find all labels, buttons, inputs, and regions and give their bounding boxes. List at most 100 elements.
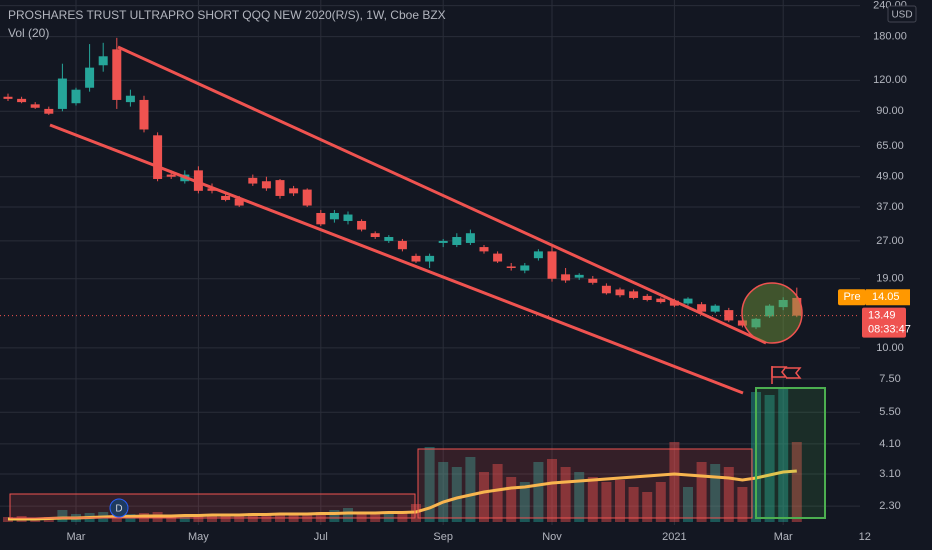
candle-body [547,251,557,279]
volume-bar [519,482,530,522]
y-tick-label: 37.00 [876,201,904,213]
volume-bar [587,477,598,522]
candle-body [193,170,203,191]
x-tick-label: Jul [314,531,328,543]
x-tick-label: Nov [542,531,562,543]
volume-bar [560,467,571,522]
volume-bar [574,472,585,522]
premarket-label: Pre [843,291,860,303]
candle-body [112,49,122,100]
volume-bar [655,482,666,522]
candle-body [139,99,149,130]
volume-bar [642,492,653,522]
candle-body [234,198,244,206]
volume-bar [710,464,721,522]
candle-body [3,96,13,99]
candle-body [71,89,81,104]
candle-body [384,237,394,241]
currency-box[interactable] [887,5,917,23]
y-tick-label: 180.00 [873,31,907,43]
volume-bar [547,459,557,522]
y-tick-label: 7.50 [879,373,900,385]
candle-body [765,305,775,317]
candle-body [493,253,503,262]
volume-bar [465,457,476,522]
y-tick-label: 49.00 [876,171,904,183]
candle-body [44,108,54,114]
zone-box [755,387,826,519]
volume-bar [329,510,340,522]
badge[interactable] [109,498,129,518]
candle-body [85,67,95,88]
volume-bar [628,487,639,522]
volume-bar [683,487,693,522]
volume-bar [438,462,449,522]
price-axis [861,0,932,550]
candle-body [411,255,421,262]
chart-title: PROSHARES TRUST ULTRAPRO SHORT QQQ NEW 2… [8,8,446,22]
candle-body [479,247,489,252]
y-tick-label: 120.00 [873,74,907,86]
currency[interactable]: USD [891,10,912,21]
x-tick-label: Mar [774,531,793,543]
candle-body [778,299,788,308]
volume-bar [492,464,503,522]
candle-body [438,240,448,243]
candle-body [17,98,27,103]
candle-body [248,177,258,184]
candle-body [261,181,271,189]
y-tick-label: 3.10 [879,468,900,480]
flag-icon [771,366,802,384]
x-tick-label: 2021 [662,531,686,543]
last-price: 13.49 [868,310,896,322]
x-tick-label: Sep [433,531,453,543]
premarket-box [866,289,910,306]
countdown: 08:33:47 [868,324,911,336]
candle-body [125,95,135,103]
y-tick-label: 90.00 [876,105,904,117]
candle-body [289,188,299,194]
candle-body [275,180,285,196]
indicator-label: Vol (20) [8,26,49,40]
last-price-box [862,307,906,338]
volume-bar [764,395,775,522]
candle-body [425,255,435,262]
candle-body [642,295,652,300]
candle-body [601,285,611,294]
candle-body [737,320,747,326]
candle-body [465,233,475,243]
x-tick-label: 12 [859,531,871,543]
highlight-circle [741,282,803,344]
y-tick-label: 27.00 [876,235,904,247]
zone-box [9,493,416,519]
candle-body [506,266,516,268]
candle-body [669,300,679,306]
candle-body [316,212,326,225]
candle-body [629,291,639,298]
candle-body [683,298,693,304]
volume-bar [343,508,353,522]
y-tick-label: 5.50 [879,406,900,418]
candle-body [166,174,176,177]
volume-bar [315,512,326,522]
candle-body [30,104,40,108]
volume-bar [601,482,612,522]
badge-label[interactable]: D [115,504,122,515]
zone-box [417,448,753,519]
candle-body [656,298,666,303]
trend-line [117,45,767,345]
volume-bar [356,512,367,522]
trend-line [49,123,744,395]
volume-bar [451,467,462,522]
candle-body [615,289,625,296]
premarket-price: 14.05 [872,291,900,303]
volume-bar [737,487,748,522]
volume-bar [207,516,217,522]
volume-bar [696,462,707,522]
candle-body [792,297,802,316]
premarket-tag [838,289,866,306]
volume-bar [57,510,68,522]
volume-bar [615,480,625,522]
